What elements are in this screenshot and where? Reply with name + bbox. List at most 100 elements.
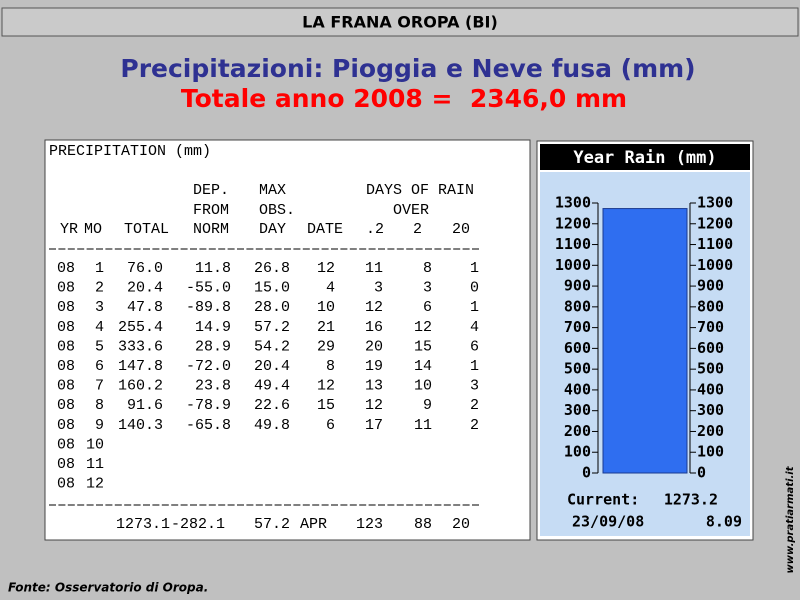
y-tick-label: 900 bbox=[564, 277, 591, 295]
table-cell: -55.0 bbox=[186, 280, 231, 297]
table-cell: 9 bbox=[95, 417, 104, 434]
table-cell: 08 bbox=[57, 299, 75, 316]
column-header: DEP. bbox=[193, 182, 229, 199]
table-cell: 1 bbox=[95, 260, 104, 277]
table-cell: 47.8 bbox=[127, 299, 163, 316]
y-tick-label: 400 bbox=[564, 380, 591, 398]
table-cell: 10 bbox=[414, 378, 432, 395]
y-tick-label: 0 bbox=[582, 464, 591, 482]
table-cell: 11.8 bbox=[195, 260, 231, 277]
table-cell: 08 bbox=[57, 378, 75, 395]
y-tick-label: 300 bbox=[564, 401, 591, 419]
y-tick-label: 1300 bbox=[555, 194, 591, 212]
column-header: TOTAL bbox=[124, 221, 169, 238]
total-cell: APR bbox=[300, 516, 327, 533]
y-tick-label: 100 bbox=[697, 443, 724, 461]
table-cell: 4 bbox=[326, 280, 335, 297]
column-header: 2 bbox=[413, 221, 422, 238]
table-cell: 22.6 bbox=[254, 397, 290, 414]
table-cell: 57.2 bbox=[254, 319, 290, 336]
table-cell: 54.2 bbox=[254, 338, 290, 355]
y-tick-label: 1000 bbox=[697, 256, 733, 274]
table-cell: -65.8 bbox=[186, 417, 231, 434]
table-cell: 2 bbox=[470, 397, 479, 414]
table-cell: -72.0 bbox=[186, 358, 231, 375]
table-cell: 08 bbox=[57, 319, 75, 336]
table-cell: 23.8 bbox=[195, 378, 231, 395]
table-cell: 08 bbox=[57, 436, 75, 453]
table-cell: 21 bbox=[317, 319, 335, 336]
table-cell: 20 bbox=[365, 338, 383, 355]
subtitle: Totale anno 2008 = 2346,0 mm bbox=[181, 84, 627, 113]
table-cell: 08 bbox=[57, 338, 75, 355]
y-tick-label: 0 bbox=[697, 464, 706, 482]
table-cell: 11 bbox=[86, 456, 104, 473]
total-cell: -282.1 bbox=[171, 516, 225, 533]
gauge-title-bar bbox=[540, 144, 750, 170]
title: Precipitazioni: Pioggia e Neve fusa (mm) bbox=[120, 54, 695, 83]
bar bbox=[602, 208, 688, 474]
table-cell: 08 bbox=[57, 260, 75, 277]
table-cell: -78.9 bbox=[186, 397, 231, 414]
y-tick-label: 500 bbox=[564, 360, 591, 378]
table-cell: 14 bbox=[414, 358, 432, 375]
y-tick-label: 700 bbox=[564, 318, 591, 336]
table-cell: 255.4 bbox=[118, 319, 163, 336]
table-cell: 4 bbox=[470, 319, 479, 336]
column-header: DAY bbox=[259, 221, 286, 238]
table-cell: 19 bbox=[365, 358, 383, 375]
column-header: DATE bbox=[307, 221, 343, 238]
table-cell: 6 bbox=[95, 358, 104, 375]
table-cell: 11 bbox=[414, 417, 432, 434]
table-cell: 7 bbox=[95, 378, 104, 395]
table-cell: 8 bbox=[95, 397, 104, 414]
table-cell: 49.4 bbox=[254, 378, 290, 395]
y-tick-label: 100 bbox=[564, 443, 591, 461]
table-cell: 08 bbox=[57, 280, 75, 297]
y-tick-label: 400 bbox=[697, 380, 724, 398]
table-box bbox=[44, 139, 531, 541]
total-cell: 123 bbox=[356, 516, 383, 533]
table-cell: 2 bbox=[470, 417, 479, 434]
table-cell: 147.8 bbox=[118, 358, 163, 375]
table-cell: 14.9 bbox=[195, 319, 231, 336]
table-cell: 12 bbox=[317, 260, 335, 277]
column-header: MO bbox=[84, 221, 102, 238]
table-cell: 17 bbox=[365, 417, 383, 434]
table-cell: 1 bbox=[470, 260, 479, 277]
table-cell: 12 bbox=[414, 319, 432, 336]
table-cell: -89.8 bbox=[186, 299, 231, 316]
table-cell: 76.0 bbox=[127, 260, 163, 277]
table-cell: 10 bbox=[86, 436, 104, 453]
column-header: OBS. bbox=[259, 202, 295, 219]
table-cell: 3 bbox=[423, 280, 432, 297]
table-cell: 8 bbox=[423, 260, 432, 277]
column-header: 20 bbox=[452, 221, 470, 238]
y-tick-label: 900 bbox=[697, 277, 724, 295]
table-cell: 08 bbox=[57, 476, 75, 493]
table-cell: 10 bbox=[317, 299, 335, 316]
y-tick-label: 1100 bbox=[555, 235, 591, 253]
gauge-title: Year Rain (mm) bbox=[573, 148, 716, 168]
y-tick-label: 200 bbox=[564, 422, 591, 440]
table-cell: 08 bbox=[57, 456, 75, 473]
current-value: 1273.2 bbox=[664, 491, 718, 509]
total-cell: 88 bbox=[414, 516, 432, 533]
table-cell: 91.6 bbox=[127, 397, 163, 414]
table-cell: 4 bbox=[95, 319, 104, 336]
column-header: .2 bbox=[366, 221, 384, 238]
y-tick-label: 1300 bbox=[697, 194, 733, 212]
table-cell: 5 bbox=[95, 338, 104, 355]
y-tick-label: 1200 bbox=[697, 214, 733, 232]
table-cell: 15 bbox=[317, 397, 335, 414]
table-cell: 13 bbox=[365, 378, 383, 395]
table-cell: 29 bbox=[317, 338, 335, 355]
table-title: PRECIPITATION (mm) bbox=[49, 143, 211, 160]
column-header: MAX bbox=[259, 182, 286, 199]
table-cell: 333.6 bbox=[118, 338, 163, 355]
total-cell: 20 bbox=[452, 516, 470, 533]
table-cell: 12 bbox=[365, 299, 383, 316]
y-tick-label: 300 bbox=[697, 401, 724, 419]
y-tick-label: 1200 bbox=[555, 214, 591, 232]
table-cell: 08 bbox=[57, 417, 75, 434]
